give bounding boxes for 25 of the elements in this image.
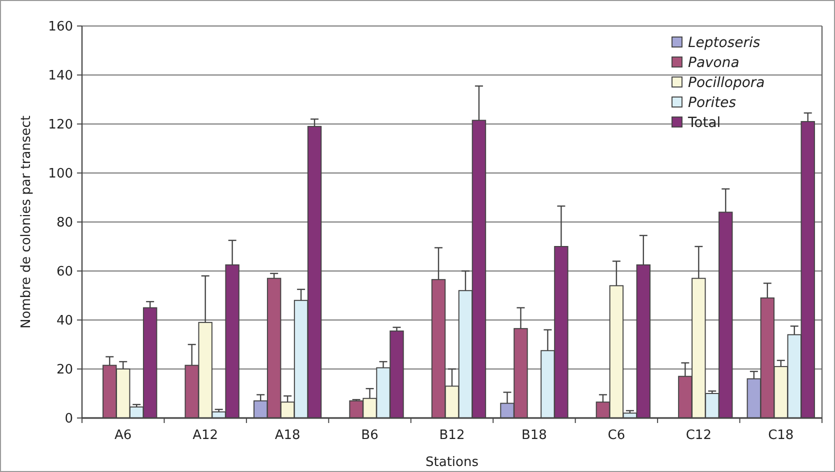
y-axis-title: Nombre de colonies par transect xyxy=(19,116,34,328)
x-tick-label: A12 xyxy=(192,428,218,443)
legend-label: Total xyxy=(687,114,721,131)
y-tick-label: 60 xyxy=(56,264,73,280)
x-tick-label: C6 xyxy=(608,428,626,443)
legend-label: Pavona xyxy=(688,54,740,71)
legend-label: Porites xyxy=(688,94,736,111)
x-axis-title: Stations xyxy=(426,455,479,470)
x-tick-label: A6 xyxy=(114,428,132,443)
y-tick-label: 0 xyxy=(64,412,73,427)
x-tick-label: B6 xyxy=(361,428,378,443)
x-tick-label: A18 xyxy=(274,428,300,443)
y-tick-label: 100 xyxy=(48,166,73,182)
y-tick-label: 80 xyxy=(56,216,73,231)
y-tick-label: 120 xyxy=(48,118,73,133)
y-tick-label: 40 xyxy=(56,314,73,329)
legend-label: Pocillopora xyxy=(688,74,765,91)
x-tick-label: C18 xyxy=(768,428,794,443)
x-tick-label: B12 xyxy=(439,428,465,443)
y-tick-label: 20 xyxy=(56,362,73,378)
x-tick-label: B18 xyxy=(521,428,547,443)
legend-label: Leptoseris xyxy=(688,34,760,51)
y-tick-label: 140 xyxy=(48,68,73,84)
y-tick-label: 160 xyxy=(48,20,73,35)
x-tick-label: C12 xyxy=(686,428,712,443)
